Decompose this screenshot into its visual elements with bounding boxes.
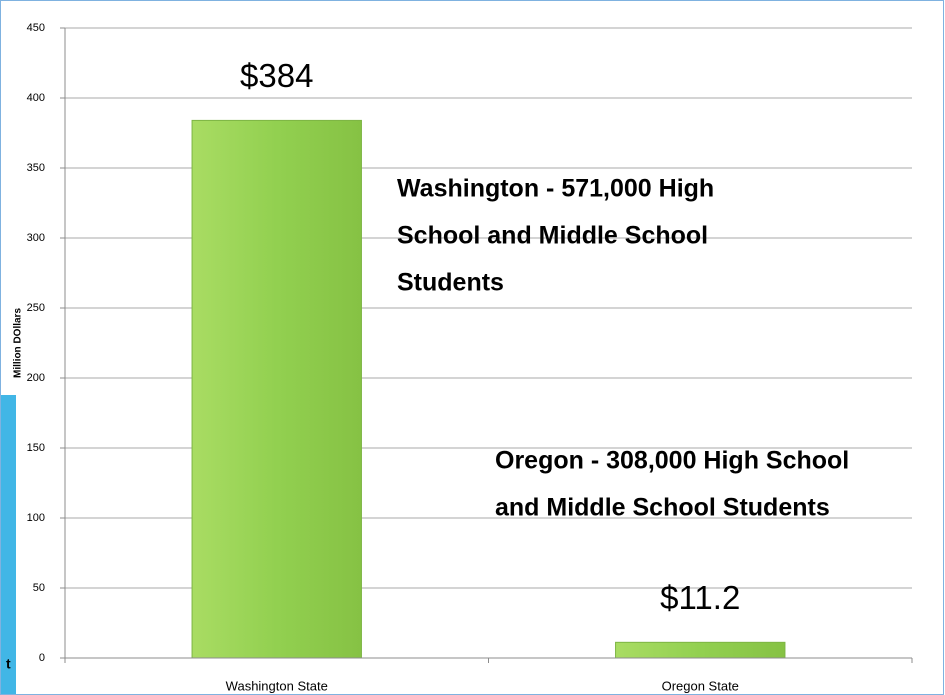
bar [191,119,362,659]
annotation: Students [397,269,504,297]
y-tick-label: 50 [33,582,45,594]
x-tick-label: Oregon State [662,678,739,693]
y-tick-label: 350 [27,162,45,174]
bar [615,641,786,659]
y-axis-label: Million DOllars [13,308,24,378]
annotation: Oregon - 308,000 High School [495,447,849,475]
y-tick-label: 450 [27,22,45,34]
x-tick-label: Washington State [226,678,328,693]
y-tick-label: 200 [27,372,45,384]
side-panel [0,395,16,695]
data-label: $384 [240,57,313,94]
annotation: and Middle School Students [495,494,830,522]
y-tick-label: 250 [27,302,45,314]
annotation: Washington - 571,000 High [397,175,714,203]
y-tick-label: 100 [27,512,45,524]
y-tick-label: 0 [39,652,45,664]
annotation: School and Middle School [397,222,708,250]
data-label: $11.2 [660,579,740,616]
side-panel-text: t [6,656,11,672]
y-tick-label: 150 [27,442,45,454]
y-tick-label: 300 [27,232,45,244]
y-tick-label: 400 [27,92,45,104]
